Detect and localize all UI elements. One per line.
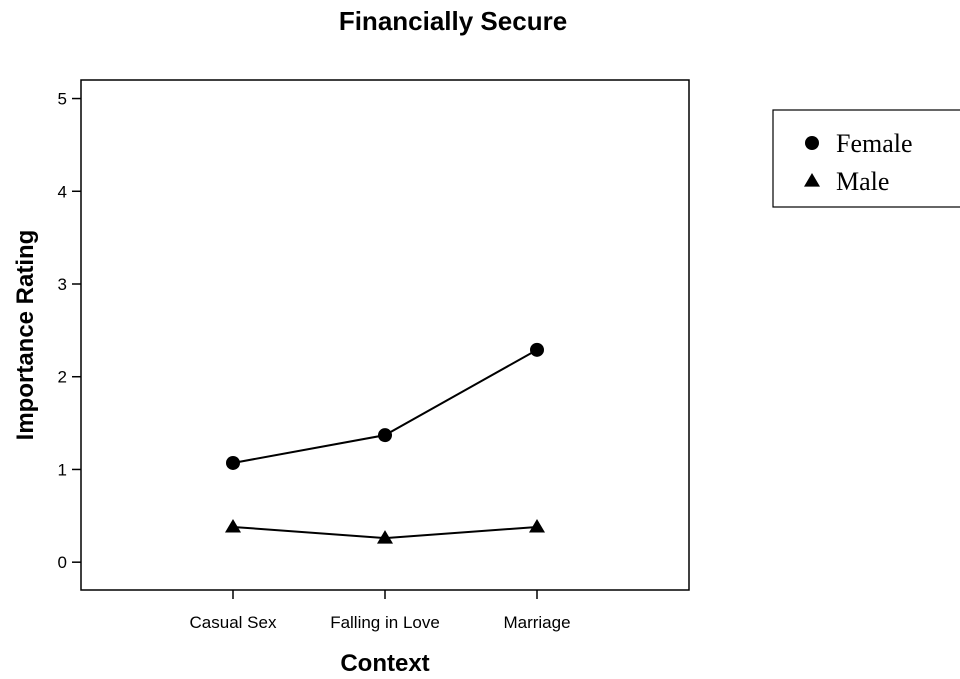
series-female bbox=[226, 342, 544, 470]
data-point-male bbox=[529, 518, 545, 533]
legend-label-female: Female bbox=[836, 129, 913, 158]
y-tick-label: 2 bbox=[58, 368, 67, 387]
y-tick-label: 5 bbox=[58, 90, 67, 109]
x-tick-label: Falling in Love bbox=[330, 613, 440, 632]
plot-frame bbox=[80, 79, 690, 591]
legend-label-male: Male bbox=[836, 167, 889, 196]
data-point-male bbox=[377, 530, 393, 544]
legend-marker-female bbox=[805, 136, 819, 150]
legend-box bbox=[772, 109, 960, 208]
data-point-male bbox=[225, 518, 241, 533]
y-tick-label: 0 bbox=[58, 553, 67, 572]
x-axis: Casual Sex Falling in Love Marriage bbox=[190, 590, 571, 632]
series-male bbox=[225, 518, 545, 544]
y-tick-label: 4 bbox=[58, 182, 67, 201]
chart-title: Financially Secure bbox=[339, 6, 567, 36]
data-point-female bbox=[378, 428, 392, 443]
data-point-female bbox=[226, 455, 240, 470]
series-layer bbox=[225, 342, 545, 544]
legend-marker-male bbox=[804, 173, 820, 187]
y-axis-title: Importance Rating bbox=[12, 230, 39, 441]
series-line-female bbox=[232, 348, 538, 464]
y-axis: 0 1 2 3 4 5 bbox=[58, 90, 81, 572]
legend: Female Male bbox=[772, 109, 960, 208]
data-point-female bbox=[530, 342, 544, 357]
x-tick-label: Casual Sex bbox=[190, 613, 277, 632]
y-tick-label: 1 bbox=[58, 460, 67, 479]
x-tick-label: Marriage bbox=[503, 613, 570, 632]
y-tick-label: 3 bbox=[58, 275, 67, 294]
x-axis-title: Context bbox=[340, 650, 429, 677]
